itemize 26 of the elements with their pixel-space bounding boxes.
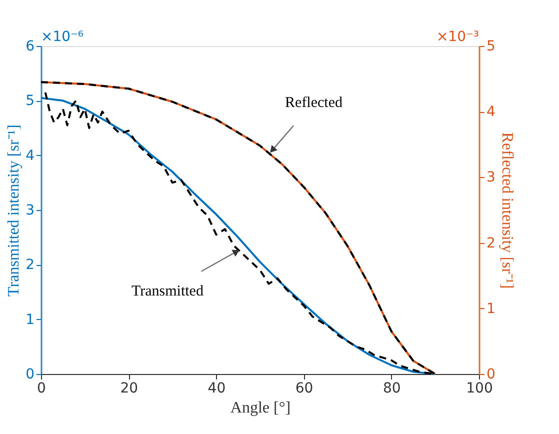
y-tick-label: 0 bbox=[26, 366, 34, 382]
x-axis-title: Angle [°] bbox=[230, 400, 291, 416]
text: ×10⁻³ bbox=[436, 29, 479, 45]
y2-tick-label: 3 bbox=[486, 170, 496, 186]
y2-tick-label: 0 bbox=[486, 366, 496, 382]
x-tick-label: 0 bbox=[37, 380, 46, 396]
y-tick-label: 3 bbox=[26, 202, 34, 218]
y2-tick-label: 4 bbox=[486, 104, 496, 120]
y2-axis-title: Reflected intensity [sr⁻¹] bbox=[498, 132, 516, 289]
text: ×10⁻⁶ bbox=[41, 29, 84, 45]
x-tick-label: 20 bbox=[120, 380, 138, 396]
y-axis-title: Transmitted intensity [sr⁻¹] bbox=[6, 124, 23, 296]
annotation: Reflected bbox=[285, 95, 343, 112]
annotation: Transmitted bbox=[132, 283, 204, 300]
x-tick-label: 100 bbox=[466, 380, 493, 396]
y-tick-label: 4 bbox=[26, 148, 35, 164]
y2-tick-label: 5 bbox=[486, 38, 496, 54]
y-tick-label: 6 bbox=[26, 38, 35, 54]
y2-tick-label: 1 bbox=[486, 300, 496, 317]
y2-tick-label: 2 bbox=[486, 235, 496, 252]
x-tick-label: 80 bbox=[382, 380, 401, 396]
x-tick-label: 60 bbox=[295, 380, 314, 396]
x-tick-label: 40 bbox=[208, 380, 226, 396]
y-tick-label: 2 bbox=[26, 257, 34, 274]
y-tick-label: 1 bbox=[26, 312, 34, 328]
y-tick-label: 5 bbox=[26, 93, 34, 110]
